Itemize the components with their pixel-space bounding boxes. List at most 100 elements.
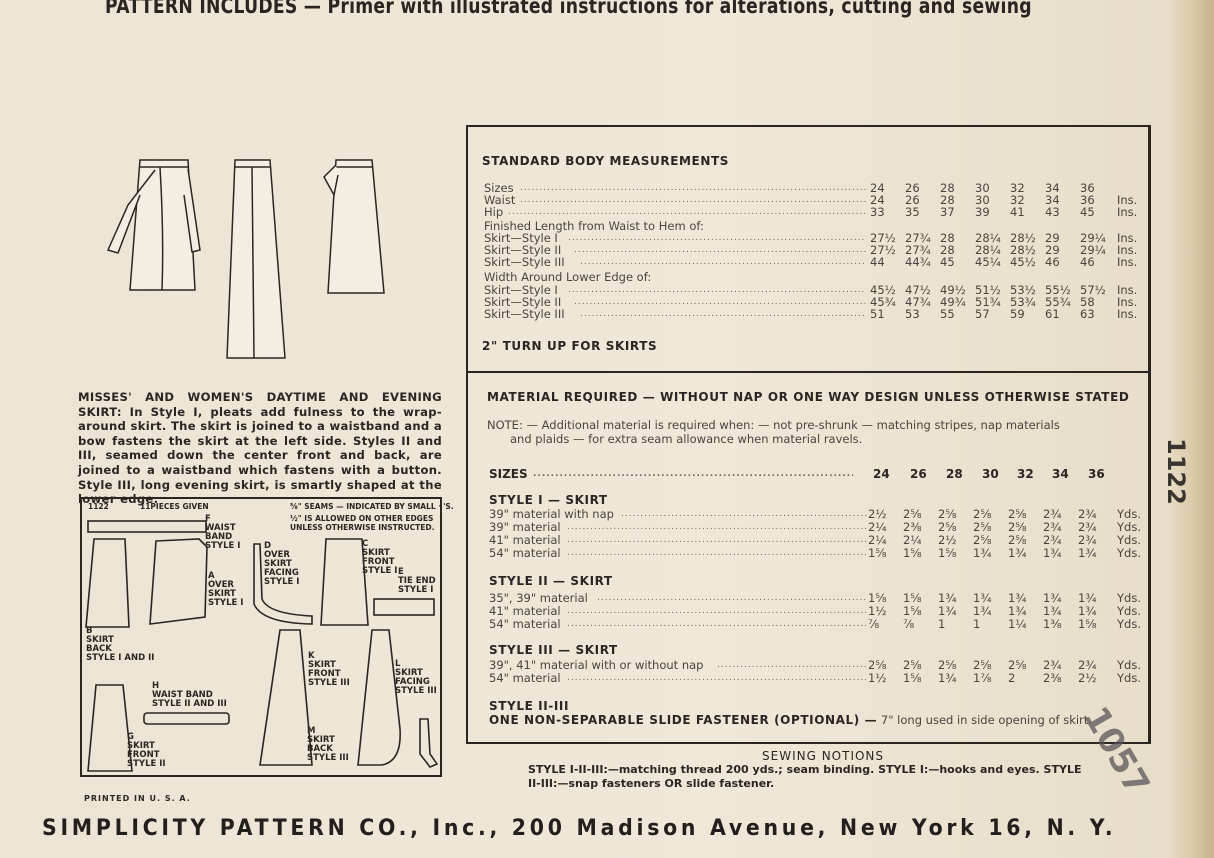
- row-value: 36: [1080, 181, 1095, 195]
- row-value: 2¾: [1043, 507, 1062, 521]
- piece-d: [253, 543, 313, 625]
- row-value: 29¼: [1080, 231, 1106, 245]
- row-value: 1¾: [1078, 546, 1097, 560]
- row-unit: Yds.: [1117, 671, 1141, 685]
- leader-dots: ........................................…: [533, 469, 853, 479]
- row-value: 47¾: [905, 295, 931, 309]
- measurements-and-material-box: [466, 125, 1151, 744]
- row-value: 57½: [1080, 283, 1106, 297]
- row-label: Skirt—Style I: [484, 283, 558, 297]
- size-value: 28: [946, 467, 963, 481]
- row-value: 1⅝: [938, 546, 957, 560]
- row-value: 26: [905, 181, 920, 195]
- row-label: Finished Length from Waist to Hem of:: [484, 219, 704, 233]
- row-value: 2¾: [1043, 533, 1062, 547]
- row-value: 27¾: [905, 243, 931, 257]
- row-value: 2⅝: [903, 658, 922, 672]
- row-label: Sizes: [484, 181, 514, 195]
- table-row: Skirt—Style II..........................…: [484, 244, 1157, 257]
- table-row: 39" material............................…: [489, 521, 1157, 534]
- row-value: 1¾: [938, 604, 957, 618]
- leader-dots: ........................................…: [568, 233, 866, 243]
- row-value: 34: [1045, 181, 1060, 195]
- row-label: 54" material: [489, 617, 561, 631]
- piece-m: [259, 629, 313, 766]
- row-value: 28¼: [975, 243, 1001, 257]
- leader-dots: ........................................…: [574, 297, 866, 307]
- piece-a: [149, 538, 208, 625]
- size-value: 26: [910, 467, 927, 481]
- leader-dots: ........................................…: [567, 606, 866, 616]
- material-note-2: and plaids — for extra seam allowance wh…: [510, 432, 863, 446]
- row-value: 2¾: [1078, 520, 1097, 534]
- leader-dots: ........................................…: [574, 245, 866, 255]
- row-value: 1¾: [938, 591, 957, 605]
- row-value: 1¾: [1043, 604, 1062, 618]
- row-value: 32: [1010, 193, 1025, 207]
- row-unit: Ins.: [1117, 205, 1138, 219]
- row-value: 2½: [938, 533, 957, 547]
- row-value: 1½: [868, 604, 887, 618]
- row-value: 33: [870, 205, 885, 219]
- row-unit: Yds.: [1117, 591, 1141, 605]
- piece-k: [357, 629, 401, 766]
- row-value: 45¼: [975, 255, 1001, 269]
- row-value: 45½: [1010, 255, 1036, 269]
- row-value: 43: [1045, 205, 1060, 219]
- size-value: 32: [1017, 467, 1034, 481]
- row-label: Width Around Lower Edge of:: [484, 270, 652, 284]
- size-value: 36: [1088, 467, 1105, 481]
- row-value: 1¾: [1078, 591, 1097, 605]
- row-value: 28: [940, 231, 955, 245]
- row-label: 35", 39" material: [489, 591, 588, 605]
- row-value: 32: [1010, 181, 1025, 195]
- measurements-title: STANDARD BODY MEASUREMENTS: [482, 154, 730, 168]
- row-value: 55½: [1045, 283, 1071, 297]
- row-value: 53½: [1010, 283, 1036, 297]
- row-label: Skirt—Style II: [484, 243, 562, 257]
- table-row: Skirt—Style III.........................…: [484, 256, 1157, 269]
- row-value: 24: [870, 193, 885, 207]
- row-value: 55¾: [1045, 295, 1071, 309]
- fastener-text: 7" long used in side opening of skirt.: [880, 713, 1092, 727]
- leader-dots: ........................................…: [520, 183, 866, 193]
- pieces-count: 11PIECES GIVEN: [140, 502, 209, 511]
- row-value: 2¼: [868, 520, 887, 534]
- sizes-label: SIZES: [489, 467, 528, 481]
- row-value: 41: [1010, 205, 1025, 219]
- row-value: 2⅜: [903, 520, 922, 534]
- skirt-style-illustrations: [106, 159, 385, 359]
- row-value: 2¼: [903, 533, 922, 547]
- row-unit: Yds.: [1117, 546, 1141, 560]
- row-value: 63: [1080, 307, 1095, 321]
- row-value: 2⅝: [938, 520, 957, 534]
- row-unit: Yds.: [1117, 507, 1141, 521]
- row-value: 1⅝: [868, 546, 887, 560]
- row-value: 47½: [905, 283, 931, 297]
- leader-dots: ........................................…: [580, 309, 866, 319]
- row-unit: Yds.: [1117, 604, 1141, 618]
- row-value: 2¼: [868, 533, 887, 547]
- row-label: Skirt—Style III: [484, 307, 565, 321]
- piece-label-l: L SKIRT FACING STYLE III: [395, 659, 437, 696]
- table-row: Waist...................................…: [484, 194, 1157, 207]
- size-value: 24: [873, 467, 890, 481]
- row-unit: Ins.: [1117, 295, 1138, 309]
- row-unit: Yds.: [1117, 520, 1141, 534]
- row-value: 2⅝: [973, 520, 992, 534]
- row-value: 1⅝: [903, 591, 922, 605]
- row-value: 1¾: [973, 591, 992, 605]
- row-label: Hip: [484, 205, 504, 219]
- row-label: 39" material with nap: [489, 507, 614, 521]
- row-label: Waist: [484, 193, 516, 207]
- row-value: 1¾: [973, 604, 992, 618]
- notions-line-2: II-III:—snap fasteners OR slide fastener…: [528, 777, 775, 790]
- style-heading: STYLE I — SKIRT: [489, 493, 608, 507]
- table-row: Skirt—Style I...........................…: [484, 284, 1157, 297]
- row-value: 57: [975, 307, 990, 321]
- row-unit: Ins.: [1117, 283, 1138, 297]
- leader-dots: ........................................…: [717, 660, 866, 670]
- row-value: 29: [1045, 243, 1060, 257]
- row-value: 45½: [870, 283, 896, 297]
